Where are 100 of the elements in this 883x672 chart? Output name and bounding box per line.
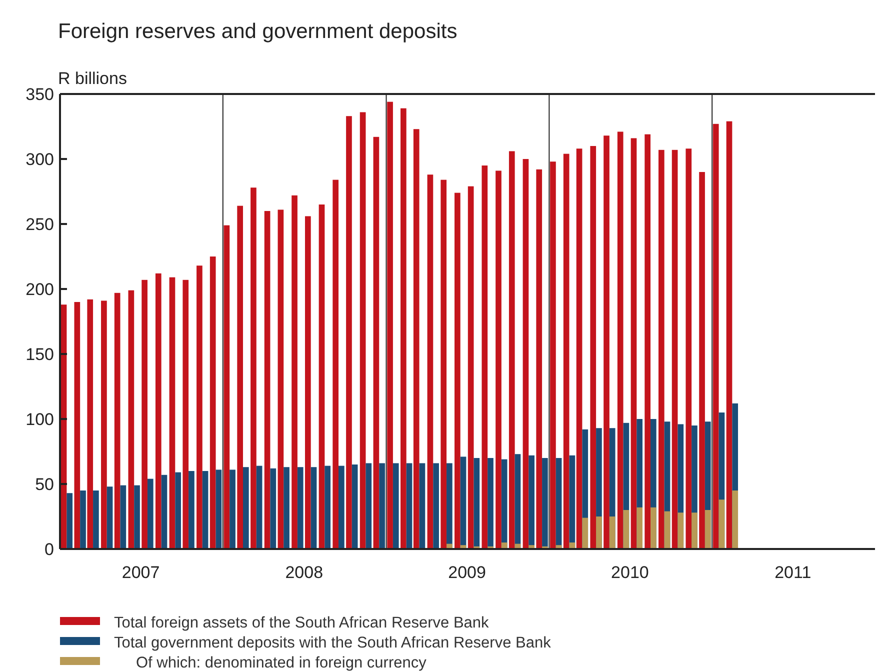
bar (278, 210, 284, 549)
bar (419, 463, 426, 549)
bar (658, 150, 664, 549)
bar (704, 510, 711, 549)
bar (270, 468, 276, 549)
bar (664, 511, 670, 549)
bar (106, 486, 113, 549)
bar (175, 472, 181, 549)
bar (188, 471, 194, 549)
bar (80, 490, 86, 549)
bar (454, 192, 460, 549)
bar (406, 463, 412, 549)
bar (210, 256, 216, 549)
bar (590, 146, 596, 549)
bar (120, 485, 126, 549)
y-tick-label: 300 (26, 150, 54, 169)
bar (216, 470, 222, 549)
y-tick-label: 0 (44, 540, 54, 559)
bar (427, 174, 434, 549)
bar (678, 512, 684, 549)
bar (482, 166, 488, 549)
legend-label: Of which: denominated in foreign currency (136, 654, 427, 672)
bar (692, 512, 698, 549)
bar (726, 121, 732, 549)
bar (630, 138, 637, 549)
bar (114, 292, 120, 549)
bar (202, 471, 208, 549)
bar (338, 466, 344, 549)
bar (596, 516, 602, 549)
bar (686, 148, 692, 549)
bar (332, 180, 339, 549)
chart-title: Foreign reserves and government deposits (58, 20, 458, 43)
legend-label: Total government deposits with the South African Reserve Bank (114, 634, 552, 652)
bar (237, 206, 243, 549)
bar (264, 211, 270, 549)
bar (284, 467, 290, 549)
bar (468, 186, 474, 549)
bar (392, 463, 399, 549)
bar (623, 510, 630, 549)
bar (712, 124, 719, 549)
bar (636, 507, 642, 549)
x-tick-label: 2007 (122, 563, 160, 582)
bar (161, 474, 168, 549)
bar (74, 302, 80, 549)
bar (576, 148, 582, 549)
y-tick-label: 200 (26, 280, 54, 299)
bar (242, 467, 249, 549)
bar (87, 299, 94, 549)
x-tick-label: 2008 (285, 563, 324, 582)
x-tick-label: 2009 (448, 563, 486, 582)
bar (256, 466, 262, 549)
bar (488, 458, 494, 549)
bar (718, 500, 725, 549)
bar (373, 136, 380, 549)
bar (134, 485, 140, 549)
bar (297, 467, 304, 549)
bar (699, 172, 705, 549)
bar (440, 180, 447, 549)
bar (66, 493, 73, 549)
bar (609, 516, 616, 549)
bar (650, 507, 656, 549)
legend-label: Total foreign assets of the South African Reserve Bank (114, 614, 490, 632)
y-tick-label: 150 (26, 344, 54, 364)
bar (360, 112, 366, 549)
bar (387, 102, 393, 549)
bar (617, 132, 624, 549)
y-tick-label: 350 (26, 84, 54, 104)
bar (366, 463, 372, 549)
y-tick-label: 50 (35, 474, 54, 494)
bar (93, 490, 99, 549)
bar (182, 280, 189, 549)
bar (305, 216, 311, 549)
bar (400, 108, 406, 549)
y-tick-label: 100 (26, 410, 54, 429)
bar (474, 458, 480, 549)
bar (413, 129, 420, 549)
bar (582, 518, 588, 549)
bar (60, 304, 67, 549)
bar (292, 195, 298, 549)
bar (142, 280, 148, 549)
bar (318, 204, 325, 549)
bar (230, 470, 236, 549)
y-tick-label: 250 (26, 214, 54, 234)
bar (101, 300, 107, 549)
bar (155, 273, 162, 549)
bar (508, 151, 515, 549)
bar (563, 154, 570, 549)
bar (310, 467, 317, 549)
bar (522, 159, 529, 549)
bar (324, 466, 331, 549)
bar (550, 162, 556, 549)
bar (224, 225, 230, 549)
bar (196, 266, 202, 549)
bar (169, 277, 176, 549)
bar (672, 150, 678, 549)
bar (496, 170, 502, 549)
bar (536, 169, 542, 549)
bar (433, 463, 439, 549)
bar (644, 134, 650, 549)
x-tick-label: 2011 (774, 563, 812, 582)
